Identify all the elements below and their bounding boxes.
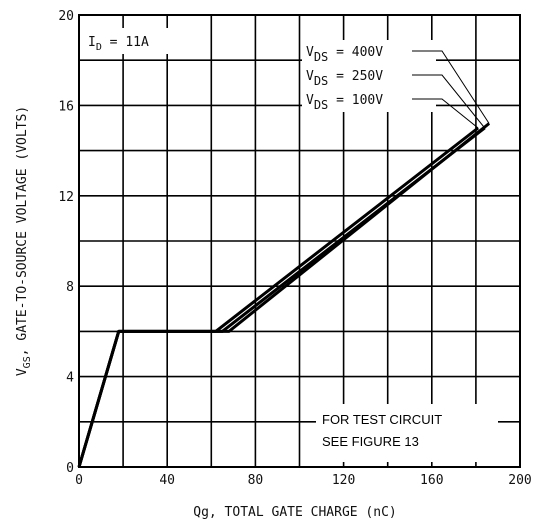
y-tick-label: 16 — [58, 99, 74, 114]
y-tick-label: 4 — [66, 371, 74, 386]
x-tick-label: 120 — [332, 473, 355, 488]
y-tick-label: 0 — [66, 461, 74, 476]
legend-leaders — [412, 50, 490, 129]
tick-labels: 0 40 80 120 160 200 0 4 8 12 16 20 — [58, 9, 531, 488]
y-tick-label: 8 — [66, 280, 74, 295]
y-axis-label: VGS, GATE-TO-SOURCE VOLTAGE (VOLTS) — [15, 106, 33, 376]
x-tick-label: 200 — [508, 473, 531, 488]
note-line-1: FOR TEST CIRCUIT — [322, 412, 442, 427]
legend-background — [302, 40, 436, 112]
curves — [77, 122, 491, 468]
legend-label-3: VDS = 100V — [306, 93, 383, 112]
x-tick-label: 80 — [248, 473, 264, 488]
y-tick-label: 20 — [58, 9, 74, 24]
legend: VDS = 400V VDS = 250V VDS = 100V — [306, 45, 383, 112]
x-axis-label: Qg, TOTAL GATE CHARGE (nC) — [193, 505, 397, 520]
x-tick-label: 40 — [159, 473, 175, 488]
condition-background — [84, 28, 176, 54]
note-line-2: SEE FIGURE 13 — [322, 434, 419, 449]
legend-leader-3 — [412, 98, 479, 129]
series-line-3 — [77, 122, 491, 468]
condition-label: ID = 11A — [88, 35, 149, 53]
legend-label-2: VDS = 250V — [306, 69, 383, 88]
plot-frame — [78, 14, 521, 468]
note-background — [316, 404, 498, 462]
legend-leader-2 — [412, 74, 486, 129]
x-tick-label: 0 — [75, 473, 83, 488]
legend-leader-1 — [412, 50, 490, 124]
x-tick-label: 160 — [420, 473, 443, 488]
grid — [79, 15, 520, 467]
y-tick-label: 12 — [58, 190, 74, 205]
legend-label-1: VDS = 400V — [306, 45, 383, 64]
